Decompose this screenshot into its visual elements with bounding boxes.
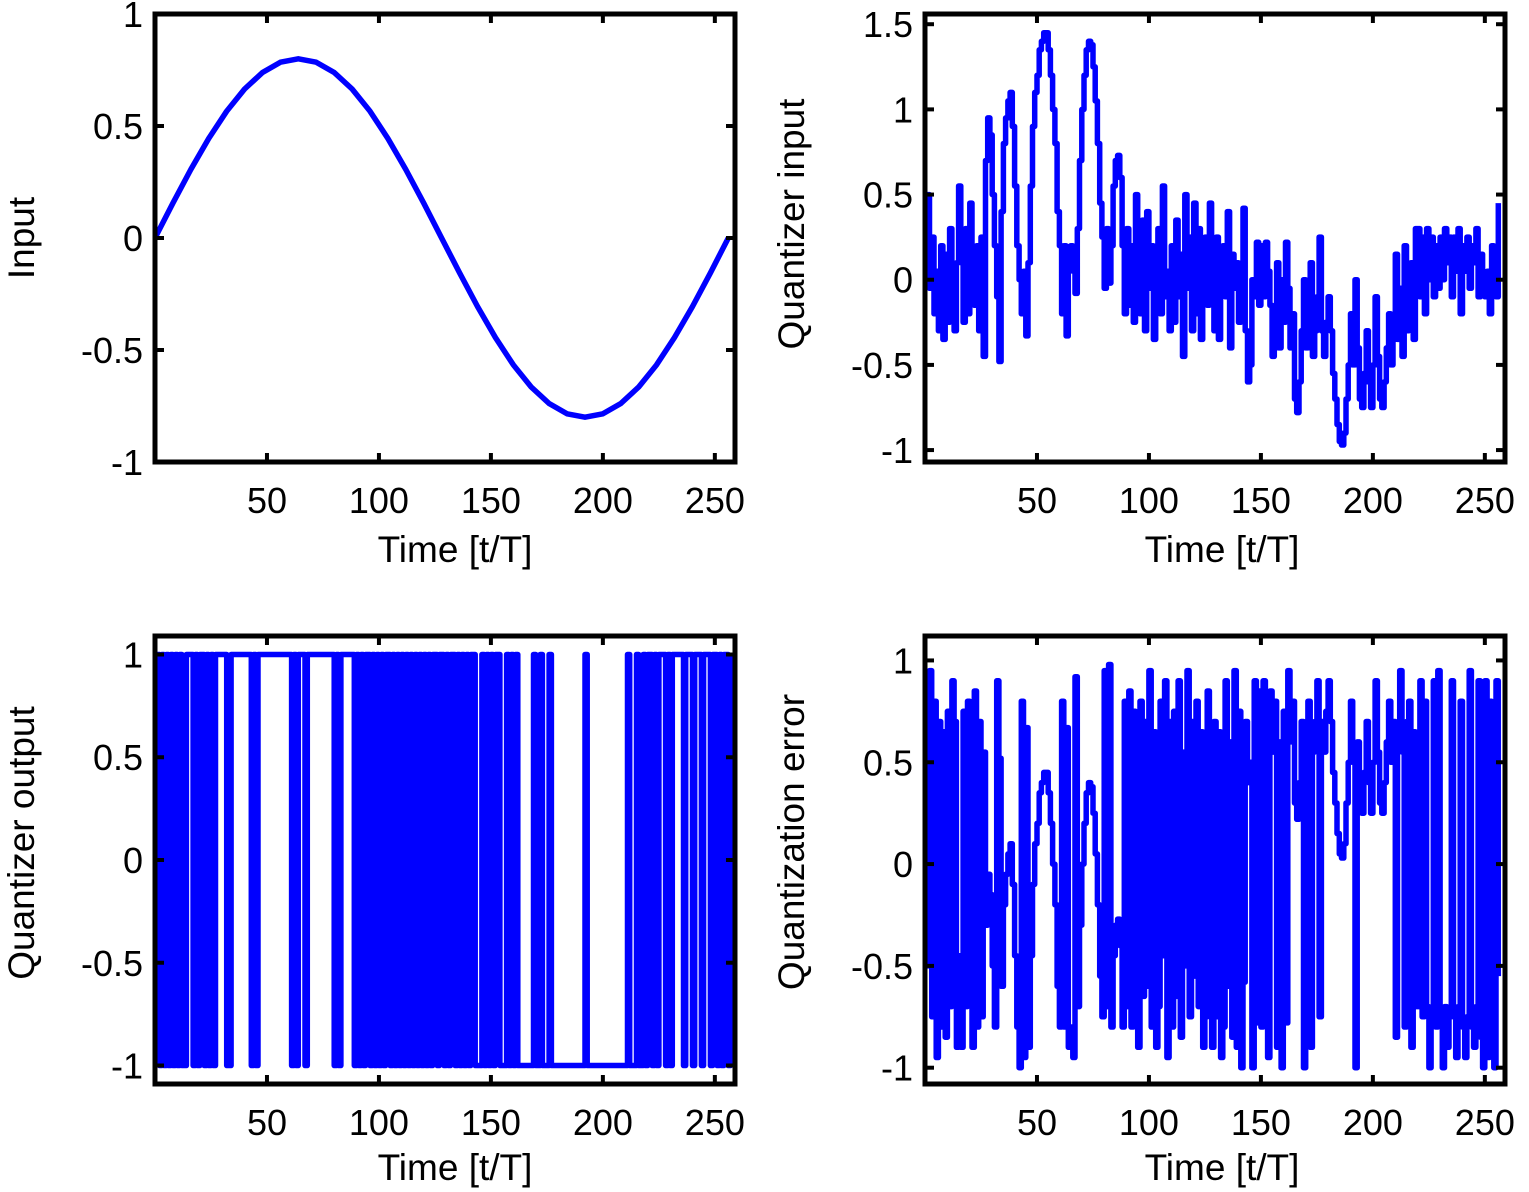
series-line [926,661,1502,1071]
y-tick-label: 0.5 [93,737,143,778]
axes-frame [152,633,738,1087]
y-tick-label: 0.5 [863,742,913,783]
y-tick-label: -0.5 [81,943,143,984]
x-axis-label: Time [t/T] [378,529,533,570]
x-tick-label: 250 [685,1102,745,1143]
x-tick-label: 50 [247,1102,287,1143]
y-tick-label: 0.5 [863,175,913,216]
y-axis-label: Input [1,196,42,279]
x-axis-label: Time [t/T] [378,1147,533,1188]
subplot-quantizer-output: Time [t/T] Quantizer output 50 100 150 200 2… [1,633,745,1188]
subplot-quantization-error: Time [t/T] Quantization error 50 100 150 20… [771,633,1515,1188]
subplot-quantizer-input: Time [t/T] Quantizer input 50 100 150 200 25… [771,4,1515,570]
x-tick-label: 100 [349,1102,409,1143]
y-tick-label: 0 [123,218,143,259]
y-tick-label: 0 [893,844,913,885]
y-tick-label: 1 [123,634,143,675]
y-tick-label: 0.5 [93,106,143,147]
x-tick-label: 50 [1017,1102,1057,1143]
y-tick-label: 0 [893,260,913,301]
subplot-input: Time [t/T] Input 50 100 150 200 250 -1 -0.5 0 0.… [1,0,745,570]
x-tick-label: 150 [461,1102,521,1143]
series-line [156,651,734,1069]
x-tick-label: 200 [573,1102,633,1143]
y-axis-label: Quantizer output [1,705,42,979]
x-axis-label: Time [t/T] [1145,1147,1300,1188]
plot-area [155,14,735,462]
x-tick-label: 50 [247,480,287,521]
x-tick-label: 200 [1343,1102,1403,1143]
axes-frame [922,633,1508,1087]
series-line [926,29,1502,448]
x-tick-label: 100 [1119,480,1179,521]
y-tick-label: -1 [111,442,143,483]
axes-frame [152,11,738,465]
x-tick-label: 150 [1231,480,1291,521]
x-tick-label: 200 [573,480,633,521]
y-tick-label: -0.5 [851,345,913,386]
series-line [155,56,731,420]
x-axis-label: Time [t/T] [1145,529,1300,570]
y-tick-label: 0 [123,840,143,881]
x-tick-label: 150 [1231,1102,1291,1143]
x-tick-label: 50 [1017,480,1057,521]
x-tick-label: 250 [1455,1102,1515,1143]
y-tick-label: 1 [123,0,143,35]
x-tick-label: 200 [1343,480,1403,521]
x-tick-label: 250 [1455,480,1515,521]
y-tick-label: -0.5 [81,330,143,371]
y-tick-label: 1.5 [863,4,913,45]
x-tick-label: 100 [1119,1102,1179,1143]
y-tick-label: 1 [893,89,913,130]
y-tick-label: -0.5 [851,946,913,987]
x-tick-label: 100 [349,480,409,521]
axes-frame [922,11,1508,465]
y-axis-label: Quantization error [771,694,812,990]
x-tick-label: 150 [461,480,521,521]
y-tick-label: -1 [881,430,913,471]
y-tick-label: -1 [111,1046,143,1087]
x-tick-label: 250 [685,480,745,521]
y-tick-label: 1 [893,640,913,681]
y-axis-label: Quantizer input [771,98,812,350]
y-tick-label: -1 [881,1048,913,1089]
